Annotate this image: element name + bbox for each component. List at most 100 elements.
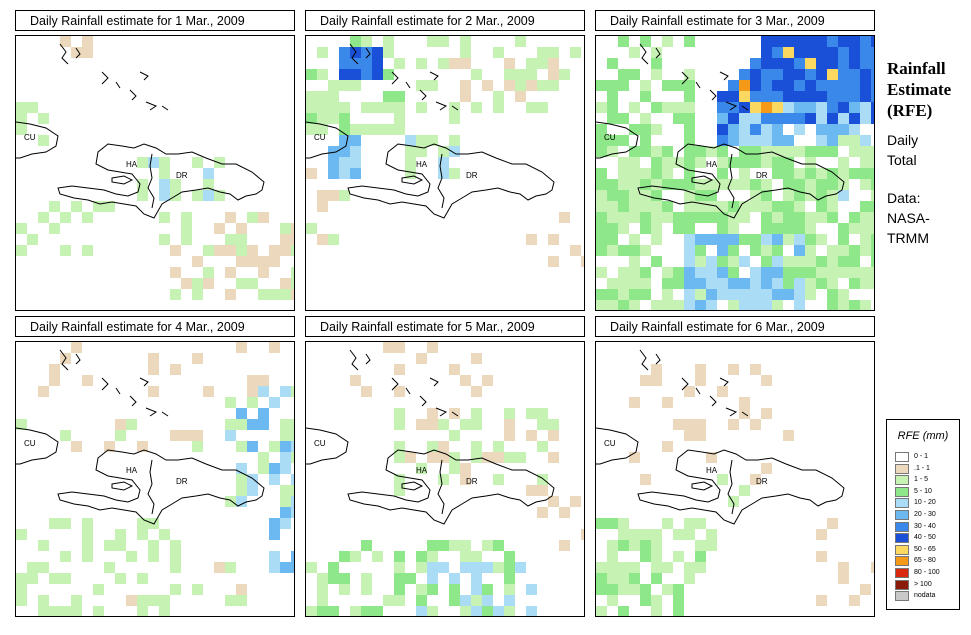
- rainfall-cell: [816, 102, 827, 113]
- rainfall-cell: [225, 245, 236, 256]
- rainfall-cell: [860, 146, 871, 157]
- rainfall-cell: [104, 540, 115, 551]
- rainfall-cell: [805, 168, 816, 179]
- rainfall-cell: [849, 91, 860, 102]
- rainfall-cell: [761, 124, 772, 135]
- rainfall-cell: [394, 91, 405, 102]
- rainfall-cell: [640, 375, 651, 386]
- rainfall-cell: [449, 113, 460, 124]
- rainfall-cell: [739, 397, 750, 408]
- rainfall-cell: [860, 201, 871, 212]
- rainfall-cell: [280, 518, 291, 529]
- rainfall-cell: [170, 289, 181, 300]
- rainfall-cell: [269, 518, 280, 529]
- legend-label: .1 - 1: [914, 464, 930, 472]
- rainfall-cell: [449, 430, 460, 441]
- rainfall-cell: [816, 135, 827, 146]
- rainfall-cell: [860, 113, 871, 124]
- rainfall-cell: [794, 80, 805, 91]
- rainfall-cell: [728, 496, 739, 507]
- rainfall-cell: [181, 234, 192, 245]
- rainfall-cell: [772, 168, 783, 179]
- rainfall-cell: [148, 353, 159, 364]
- rainfall-cell: [596, 179, 607, 190]
- rainfall-cell: [651, 179, 662, 190]
- rainfall-cell: [291, 278, 294, 289]
- rainfall-cell: [816, 58, 827, 69]
- bahamas-island: [129, 395, 137, 407]
- rainfall-map: CU HA DR: [15, 35, 295, 311]
- legend-label: 30 - 40: [914, 522, 936, 530]
- rainfall-cell: [761, 408, 772, 419]
- rainfall-cell: [471, 562, 482, 573]
- rainfall-cell: [71, 441, 82, 452]
- rainfall-cell: [640, 278, 651, 289]
- gonave-island: [401, 175, 424, 185]
- legend-label: > 100: [914, 580, 932, 588]
- rainfall-cell: [71, 606, 82, 616]
- haiti-dr-border: [437, 153, 445, 209]
- rainfall-cell: [607, 179, 618, 190]
- rainfall-cell: [49, 606, 60, 616]
- rainfall-cell: [137, 595, 148, 606]
- rainfall-cell: [537, 441, 548, 452]
- rainfall-cell: [559, 212, 570, 223]
- rainfall-cell: [827, 289, 838, 300]
- rainfall-cells: [596, 36, 874, 310]
- bahamas-island: [435, 101, 448, 111]
- rainfall-cell: [827, 190, 838, 201]
- rainfall-cell: [838, 124, 849, 135]
- rainfall-cell: [618, 179, 629, 190]
- haiti-dr-border: [147, 153, 155, 209]
- cuba-coastline: [16, 121, 59, 159]
- rainfall-cell: [629, 289, 640, 300]
- rainfall-cell: [82, 518, 93, 529]
- rfe-legend: RFE (mm) 0 - 1 .1 - 1 1 - 5 5 - 10 10 - 20 20…: [886, 419, 960, 610]
- rainfall-cell: [827, 212, 838, 223]
- rainfall-cell: [460, 80, 471, 91]
- bahamas-island: [145, 101, 158, 111]
- rainfall-cell: [16, 573, 27, 584]
- rainfall-cell: [827, 518, 838, 529]
- rainfall-cell: [728, 234, 739, 245]
- rainfall-cell: [684, 267, 695, 278]
- bahamas-island: [709, 89, 717, 101]
- rainfall-cell: [849, 267, 860, 278]
- rainfall-cell: [618, 80, 629, 91]
- rainfall-cell: [662, 80, 673, 91]
- rainfall-cell: [651, 58, 662, 69]
- rainfall-cell: [460, 540, 471, 551]
- rainfall-cell: [827, 267, 838, 278]
- rainfall-cell: [629, 190, 640, 201]
- rainfall-cell: [280, 463, 291, 474]
- rainfall-cell: [805, 267, 816, 278]
- rainfall-cell: [548, 47, 559, 58]
- rainfall-cell: [717, 124, 728, 135]
- rainfall-cell: [717, 289, 728, 300]
- rainfall-cell: [548, 58, 559, 69]
- rainfall-cell: [427, 452, 438, 463]
- rainfall-cell: [618, 113, 629, 124]
- bahamas-island: [59, 349, 69, 371]
- rainfall-cell: [482, 452, 493, 463]
- rainfall-cell: [317, 201, 328, 212]
- rainfall-cell: [640, 474, 651, 485]
- rainfall-cell: [816, 36, 827, 47]
- rainfall-cell: [269, 397, 280, 408]
- rainfall-cell: [662, 584, 673, 595]
- rainfall-grid: CU HA DR: [306, 36, 584, 267]
- rainfall-cell: [684, 256, 695, 267]
- rainfall-cell: [192, 353, 203, 364]
- rainfall-cell: [838, 157, 849, 168]
- rainfall-cell: [772, 124, 783, 135]
- rainfall-cell: [350, 551, 361, 562]
- rainfall-cell: [214, 245, 225, 256]
- rainfall-cell: [361, 573, 372, 584]
- rainfall-cell: [794, 124, 805, 135]
- rainfall-cell: [640, 540, 651, 551]
- rainfall-cell: [640, 551, 651, 562]
- rainfall-cell: [317, 584, 328, 595]
- rainfall-cell: [148, 364, 159, 375]
- rainfall-cell: [596, 573, 607, 584]
- legend-swatch: [895, 533, 909, 544]
